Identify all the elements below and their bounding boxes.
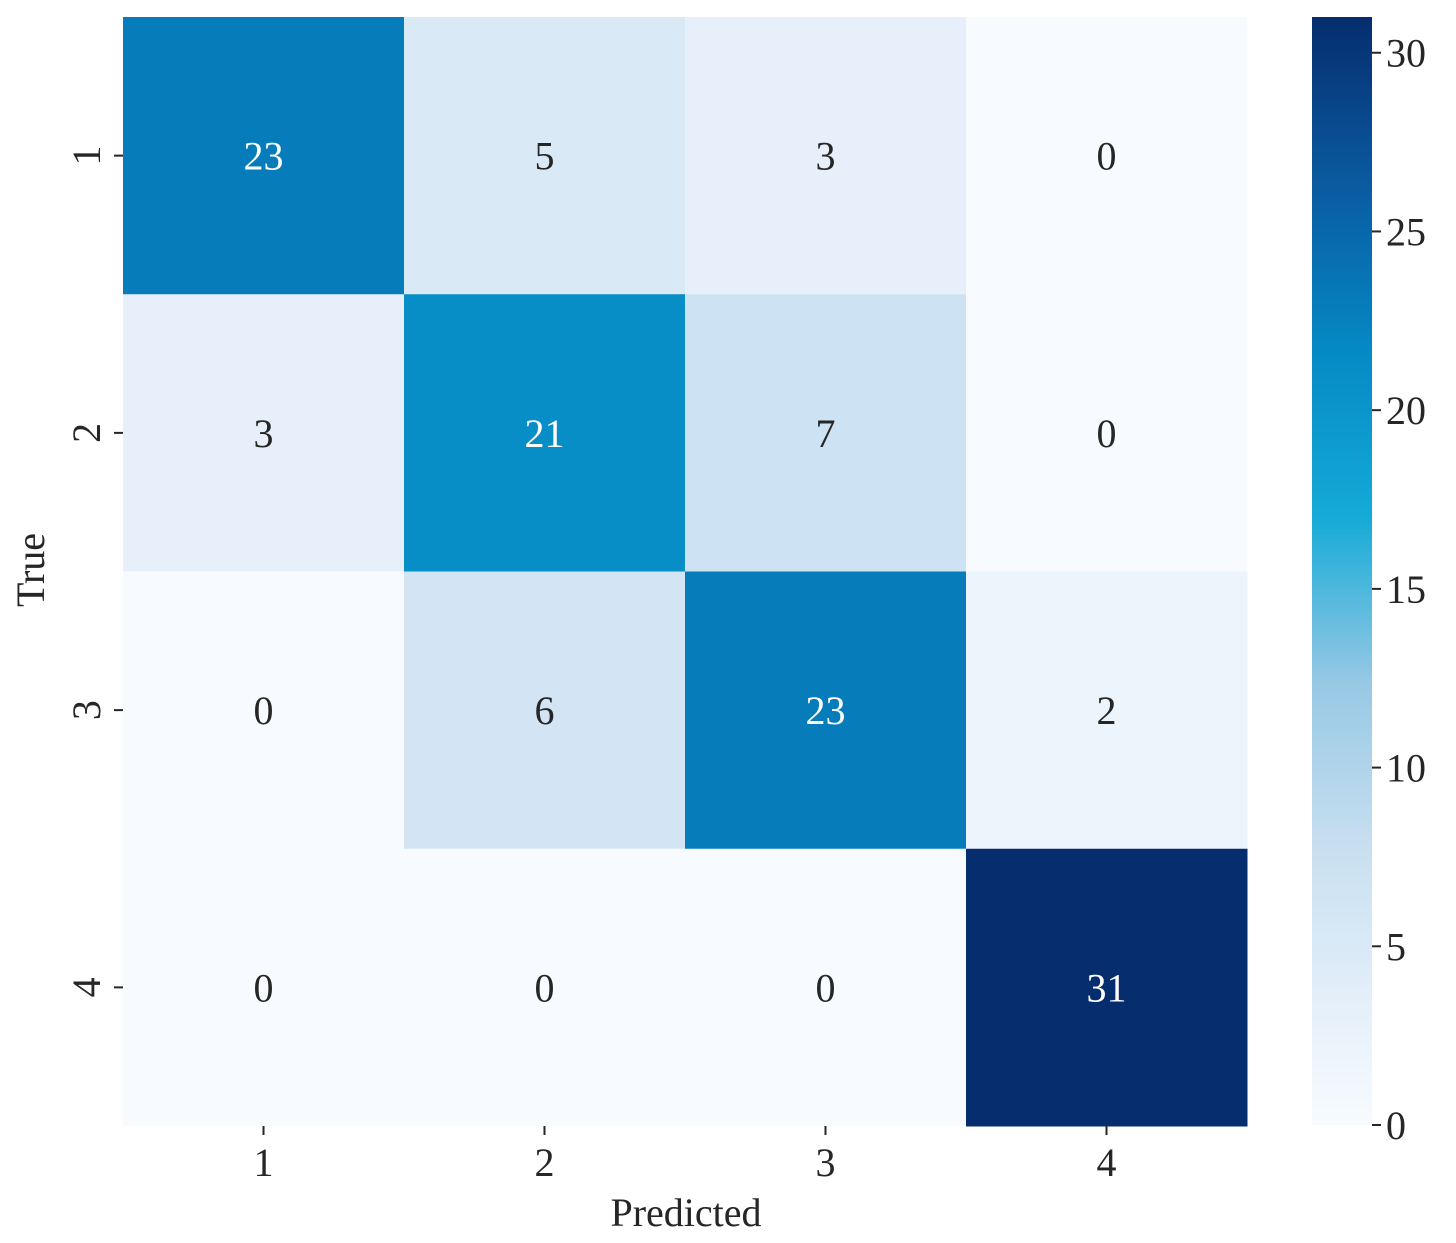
- x-tick-label-2: 2: [535, 1140, 555, 1185]
- colorbar-tick-label-5: 5: [1386, 924, 1406, 969]
- heatmap-cell-r2-c4: [966, 294, 1248, 572]
- cell-value-r2-c2: 21: [525, 411, 565, 456]
- colorbar: [1312, 17, 1372, 1125]
- cell-value-r1-c2: 5: [535, 134, 555, 179]
- y-tick-label-3: 3: [64, 700, 109, 720]
- heatmap-cell-labels: 23 5 3 0 3 21 7 0 0 6 23 2 0 0 0 31: [244, 134, 1127, 1011]
- cell-value-r3-c2: 6: [535, 688, 555, 733]
- heatmap-cell-r1-c3: [685, 17, 967, 295]
- heatmap-cell-r4-c2: [404, 848, 686, 1127]
- heatmap-cell-r3-c3: [685, 571, 967, 850]
- heatmap-cell-r1-c1: [123, 17, 405, 295]
- colorbar-tick-label-20: 20: [1386, 388, 1426, 433]
- heatmap-cell-r3-c4: [966, 571, 1248, 850]
- y-axis-label: True: [8, 533, 53, 607]
- heatmap-cell-r4-c4: [966, 848, 1248, 1127]
- heatmap-cells: [123, 17, 1248, 1127]
- cell-value-r1-c3: 3: [816, 134, 836, 179]
- cell-value-r3-c1: 0: [254, 688, 274, 733]
- x-tick-label-1: 1: [254, 1140, 274, 1185]
- heatmap-cell-r2-c3: [685, 294, 967, 572]
- cell-value-r1-c4: 0: [1097, 134, 1117, 179]
- y-tick-label-4: 4: [64, 977, 109, 997]
- x-tick-label-3: 3: [816, 1140, 836, 1185]
- cell-value-r2-c3: 7: [816, 411, 836, 456]
- heatmap-cell-r2-c2: [404, 294, 686, 572]
- heatmap-cell-r4-c3: [685, 848, 967, 1127]
- colorbar-tick-label-15: 15: [1386, 567, 1426, 612]
- cell-value-r4-c1: 0: [254, 965, 274, 1010]
- heatmap-cell-r4-c1: [123, 848, 405, 1127]
- y-tick-label-2: 2: [64, 423, 109, 443]
- colorbar-tick-label-25: 25: [1386, 209, 1426, 254]
- x-tick-label-4: 4: [1097, 1140, 1117, 1185]
- cell-value-r1-c1: 23: [244, 134, 284, 179]
- cell-value-r2-c1: 3: [254, 411, 274, 456]
- x-axis-label: Predicted: [610, 1190, 761, 1235]
- y-tick-label-1: 1: [64, 146, 109, 166]
- colorbar-tick-label-0: 0: [1386, 1103, 1406, 1148]
- colorbar-tick-label-10: 10: [1386, 746, 1426, 791]
- heatmap-cell-r2-c1: [123, 294, 405, 572]
- cell-value-r4-c3: 0: [816, 965, 836, 1010]
- y-axis-ticks: 1 2 3 4: [64, 146, 123, 997]
- heatmap-cell-r3-c1: [123, 571, 405, 850]
- heatmap-cell-r1-c4: [966, 17, 1248, 295]
- cell-value-r3-c4: 2: [1097, 688, 1117, 733]
- cell-value-r4-c2: 0: [535, 965, 555, 1010]
- heatmap-cell-r1-c2: [404, 17, 686, 295]
- cell-value-r3-c3: 23: [806, 688, 846, 733]
- cell-value-r2-c4: 0: [1097, 411, 1117, 456]
- heatmap-cell-r3-c2: [404, 571, 686, 850]
- cell-value-r4-c4: 31: [1087, 965, 1127, 1010]
- colorbar-tick-label-30: 30: [1386, 31, 1426, 76]
- colorbar-ticks: 0 5 10 15 20 25 30: [1372, 31, 1426, 1148]
- x-axis-ticks: 1 2 3 4: [254, 1126, 1117, 1185]
